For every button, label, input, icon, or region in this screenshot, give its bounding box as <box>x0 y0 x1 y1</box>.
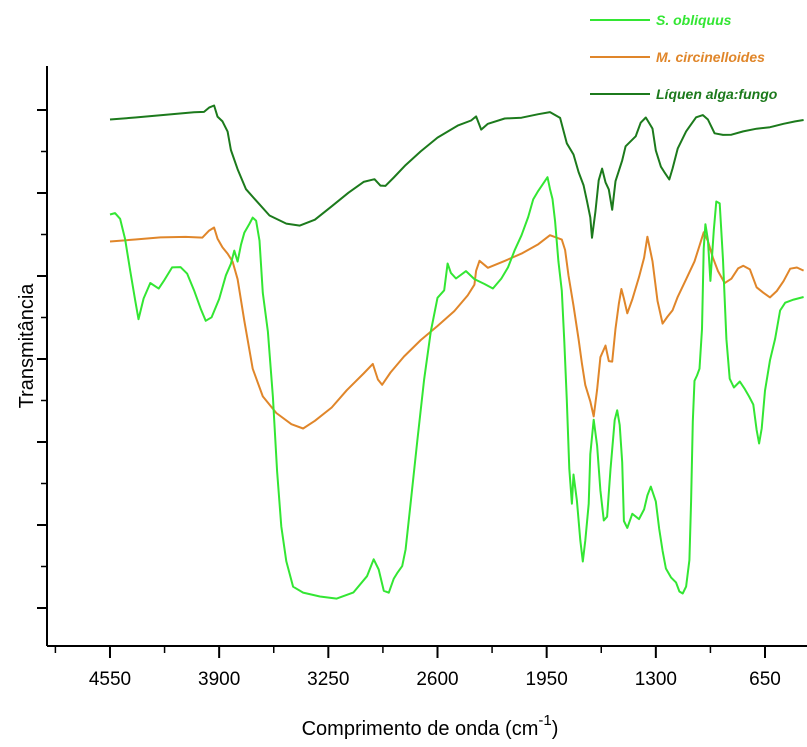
y-ticks <box>37 109 47 609</box>
series-line-m-circinelloides <box>109 226 805 430</box>
x-tick-label: 1950 <box>526 669 568 690</box>
legend-label: M. circinelloides <box>656 49 765 65</box>
legend-label: S. obliquus <box>656 12 732 28</box>
x-tick-label: 1300 <box>635 669 677 690</box>
plot-area <box>109 104 805 600</box>
x-ticks: 4550 3900 3250 2600 1950 1300 650 <box>54 646 781 690</box>
x-axis-title: Comprimento de onda (cm-1) <box>302 712 559 740</box>
x-axis-title-superscript: -1 <box>538 712 551 729</box>
x-axis-title-close: ) <box>552 718 559 740</box>
x-axis-title-text: Comprimento de onda (cm <box>302 718 539 740</box>
series-line-l-quen-alga-fungo <box>109 104 804 239</box>
legend: S. obliquus M. circinelloides Líquen alga:… <box>590 12 778 102</box>
x-tick-label: 2600 <box>416 669 458 690</box>
x-tick-label: 4550 <box>89 669 131 690</box>
legend-label: Líquen alga:fungo <box>656 86 778 102</box>
x-tick-label: 3900 <box>198 669 240 690</box>
axes <box>46 66 807 647</box>
x-tick-label: 3250 <box>307 669 349 690</box>
series-line-s-obliquus <box>109 176 804 600</box>
y-axis-title: Transmitância <box>16 283 38 409</box>
x-tick-label: 650 <box>749 669 781 690</box>
